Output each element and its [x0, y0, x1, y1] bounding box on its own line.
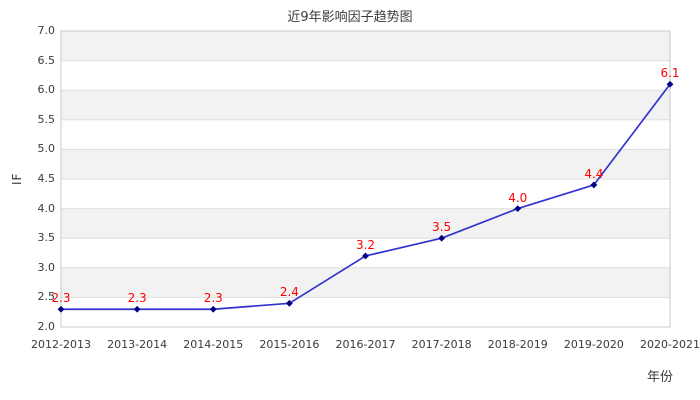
- plot-band: [61, 208, 670, 239]
- data-point-label: 2.4: [279, 285, 299, 300]
- data-point-label: 2.3: [127, 291, 147, 306]
- data-point-marker: [590, 181, 598, 189]
- x-tick-label: 2012-2013: [31, 338, 91, 351]
- data-point-marker: [514, 205, 522, 212]
- y-tick-label: 2.0: [37, 320, 56, 333]
- data-point-marker: [285, 299, 293, 307]
- x-tick-label: 2017-2018: [411, 338, 472, 351]
- y-tick-label: 3.0: [37, 260, 56, 274]
- data-point-label: 3.5: [432, 220, 452, 235]
- plot-band: [61, 119, 670, 150]
- y-tick-label: 3.5: [37, 231, 56, 245]
- data-point-label: 3.2: [355, 237, 376, 252]
- data-point-marker: [133, 305, 141, 313]
- chart-title: 近9年影响因子趋势图: [287, 10, 413, 25]
- y-tick-label: 6.0: [37, 83, 56, 97]
- y-tick-label: 4.0: [37, 201, 56, 215]
- y-tick-label: 6.5: [37, 53, 56, 67]
- data-point-marker: [209, 305, 217, 313]
- y-tick-label: 4.5: [37, 172, 56, 185]
- x-tick-label: 2014-2015: [183, 338, 244, 351]
- data-point-marker: [666, 80, 674, 88]
- x-tick-label: 2020-2021: [640, 338, 700, 351]
- plot-band: [61, 297, 670, 327]
- plot-band: [61, 31, 670, 61]
- y-tick-label: 2.5: [37, 290, 56, 304]
- data-point-marker: [438, 234, 446, 242]
- plot-band: [61, 90, 670, 120]
- data-point-label: 2.3: [203, 291, 223, 306]
- plot-band: [61, 60, 670, 91]
- plot-border: [60, 30, 671, 328]
- x-tick-label: 2019-2020: [563, 338, 624, 351]
- x-tick-label: 2016-2017: [335, 338, 396, 351]
- data-point-label: 4.4: [584, 166, 604, 181]
- plot-band: [61, 179, 670, 209]
- data-point-marker: [57, 305, 65, 313]
- x-axis-title: 年份: [646, 370, 674, 385]
- x-tick-label: 2013-2014: [107, 338, 168, 351]
- y-tick-label: 7.0: [37, 24, 56, 37]
- y-tick-label: 5.0: [37, 142, 56, 156]
- data-point-label: 4.0: [508, 190, 528, 205]
- data-point-marker: [362, 252, 369, 260]
- plot-band: [61, 149, 670, 179]
- x-tick-label: 2018-2019: [487, 338, 548, 351]
- y-tick-label: 5.5: [37, 112, 56, 126]
- data-point-label: 6.1: [660, 66, 680, 81]
- x-tick-label: 2015-2016: [259, 338, 320, 351]
- plot-band: [61, 267, 670, 298]
- data-point-label: 2.3: [51, 291, 71, 306]
